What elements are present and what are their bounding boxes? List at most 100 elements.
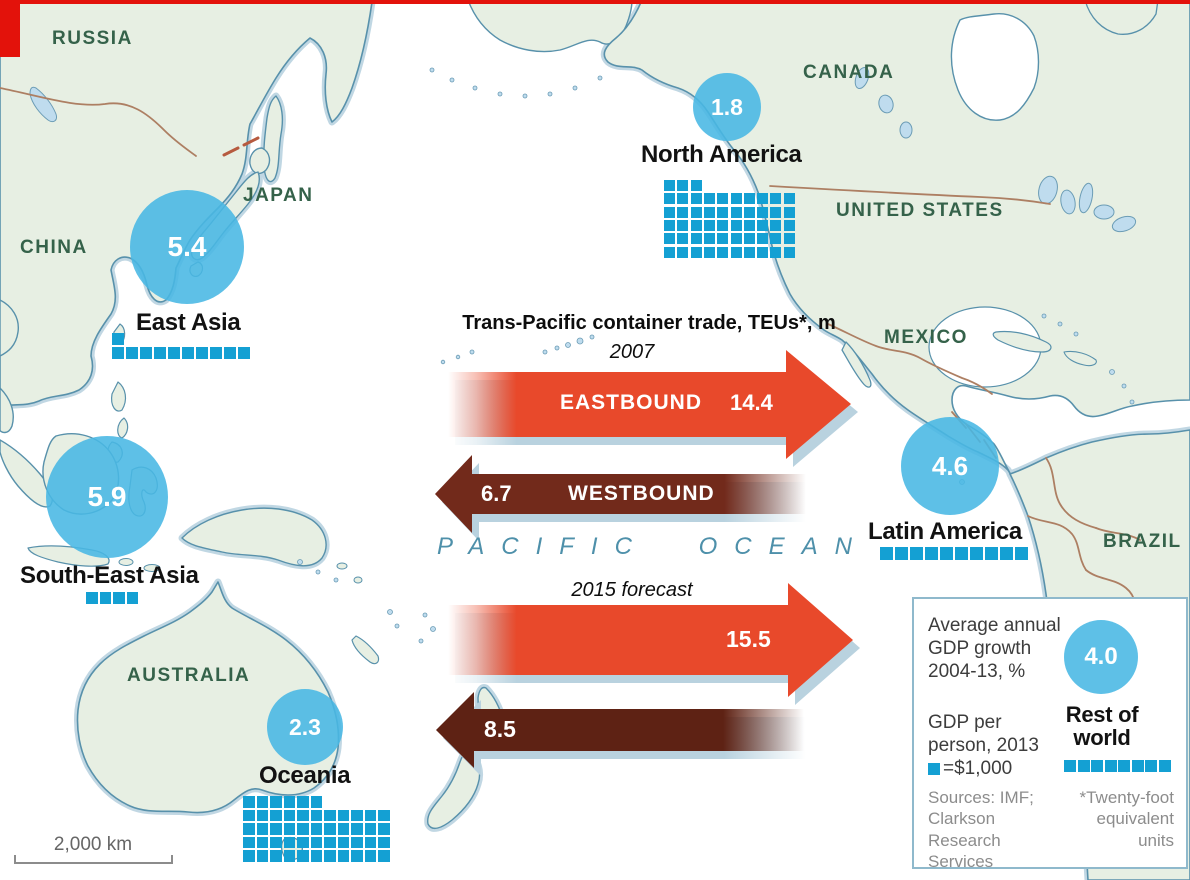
gdp-unit-square — [677, 233, 689, 245]
gdp-unit-square — [690, 193, 702, 205]
westbound-2015-value: 8.5 — [484, 716, 516, 742]
gdp-unit-square — [154, 347, 166, 359]
gdp-unit-square — [703, 219, 715, 231]
gdp-unit-square — [664, 246, 675, 258]
gdp-unit-square — [351, 809, 363, 821]
top-red-rule — [0, 0, 1190, 4]
gdp-unit-square — [256, 850, 268, 862]
gdp-unit-square — [677, 246, 689, 258]
legend-unit-label: =$1,000 — [943, 758, 1013, 779]
gdp-unit-square — [364, 823, 376, 835]
chart-title: Trans-Pacific container trade, TEUs*, m — [462, 312, 836, 334]
gdp-unit-square — [337, 850, 349, 862]
legend-footnote: *Twenty-foot equivalent units — [1079, 788, 1175, 850]
gdp-unit-square — [270, 796, 282, 808]
gdp-unit-square — [1118, 760, 1130, 772]
gdp-unit-square — [690, 246, 702, 258]
westbound-2007-value: 6.7 — [481, 481, 512, 506]
gdp-unit-square — [677, 219, 689, 231]
gdp-unit-square — [664, 206, 675, 218]
gdp-unit-square — [743, 193, 755, 205]
gdp-unit-square — [690, 180, 702, 191]
gdp-unit-square — [243, 850, 255, 862]
gdp-unit-square — [283, 809, 295, 821]
gdp-unit-square — [297, 850, 309, 862]
gdp-unit-square — [364, 850, 376, 862]
gdp-unit-square — [238, 347, 250, 359]
gdp-unit-square — [1064, 760, 1076, 772]
gdp-unit-square — [757, 233, 769, 245]
gdp-unit-square — [955, 547, 968, 560]
region-label-north-america: North America — [641, 141, 802, 168]
gdp-unit-square — [880, 547, 893, 560]
gdp-unit-square — [757, 246, 769, 258]
gdp-unit-square — [703, 206, 715, 218]
gdp-unit-square — [940, 547, 953, 560]
gdp-unit-square — [664, 180, 675, 191]
gdp-unit-square — [1091, 760, 1103, 772]
gdp-unit-square — [743, 219, 755, 231]
gdp-unit-square — [743, 233, 755, 245]
region-label-oceania: Oceania — [259, 762, 351, 789]
country-label: CHINA — [20, 237, 88, 258]
gdp-unit-square — [256, 836, 268, 848]
gdp-unit-square — [783, 246, 795, 258]
region-label-east-asia: East Asia — [136, 309, 241, 336]
gdp-unit-square — [256, 823, 268, 835]
gdp-unit-square — [126, 592, 138, 604]
gdp-unit-square — [770, 219, 782, 231]
gdp-unit-square — [717, 219, 729, 231]
gdp-unit-square — [1131, 760, 1144, 772]
gdp-unit-square — [770, 206, 782, 218]
country-label: CANADA — [803, 62, 895, 83]
gdp-unit-square — [783, 206, 795, 218]
gdp-unit-square — [324, 809, 336, 821]
gdp-unit-square — [717, 206, 729, 218]
gdp-unit-square — [690, 233, 702, 245]
gdp-growth-circle-south-east-asia: 5.9 — [46, 436, 168, 558]
gdp-unit-square — [86, 592, 98, 604]
gdp-unit-square — [324, 850, 336, 862]
gdp-unit-square — [297, 823, 309, 835]
gdp-growth-circle-oceania: 2.3 — [267, 689, 343, 765]
gdp-unit-square — [324, 823, 336, 835]
country-label: JAPAN — [243, 185, 314, 206]
gdp-unit-square — [310, 823, 322, 835]
gdp-unit-square — [113, 592, 125, 604]
gdp-unit-square — [690, 219, 702, 231]
gdp-unit-square — [378, 809, 390, 821]
gdp-unit-square — [1000, 547, 1013, 560]
gdp-unit-square — [270, 809, 282, 821]
gdp-unit-square — [168, 347, 180, 359]
gdp-unit-square — [717, 246, 729, 258]
gdp-unit-square — [664, 233, 675, 245]
gdp-unit-square — [310, 796, 322, 808]
gdp-unit-square — [703, 193, 715, 205]
westbound-label: WESTBOUND — [568, 482, 715, 505]
gdp-unit-square — [364, 836, 376, 848]
gdp-unit-square — [757, 219, 769, 231]
gdp-unit-square — [770, 193, 782, 205]
gdp-unit-square — [196, 347, 208, 359]
legend-box: Average annual GDP growth 2004-13, % GDP… — [912, 597, 1188, 871]
country-label: BRAZIL — [1103, 531, 1182, 552]
gdp-unit-square — [757, 206, 769, 218]
gdp-unit-square — [717, 233, 729, 245]
gdp-unit-square — [283, 796, 295, 808]
gdp-unit-square — [895, 547, 908, 560]
gdp-unit-swatch — [928, 763, 940, 775]
gdp-unit-square — [378, 823, 390, 835]
gdp-unit-square — [717, 193, 729, 205]
gdp-unit-square — [297, 836, 309, 848]
gdp-unit-square — [770, 246, 782, 258]
gdp-unit-square — [324, 836, 336, 848]
westbound-2007-arrow — [435, 455, 806, 533]
gdp-unit-square — [783, 193, 795, 205]
eastbound-2015-arrow — [448, 583, 853, 697]
gdp-unit-square — [99, 592, 111, 604]
gdp-unit-square — [182, 347, 194, 359]
gdp-unit-square — [126, 347, 138, 359]
gdp-unit-square — [783, 233, 795, 245]
westbound-2015-arrow — [436, 692, 804, 768]
